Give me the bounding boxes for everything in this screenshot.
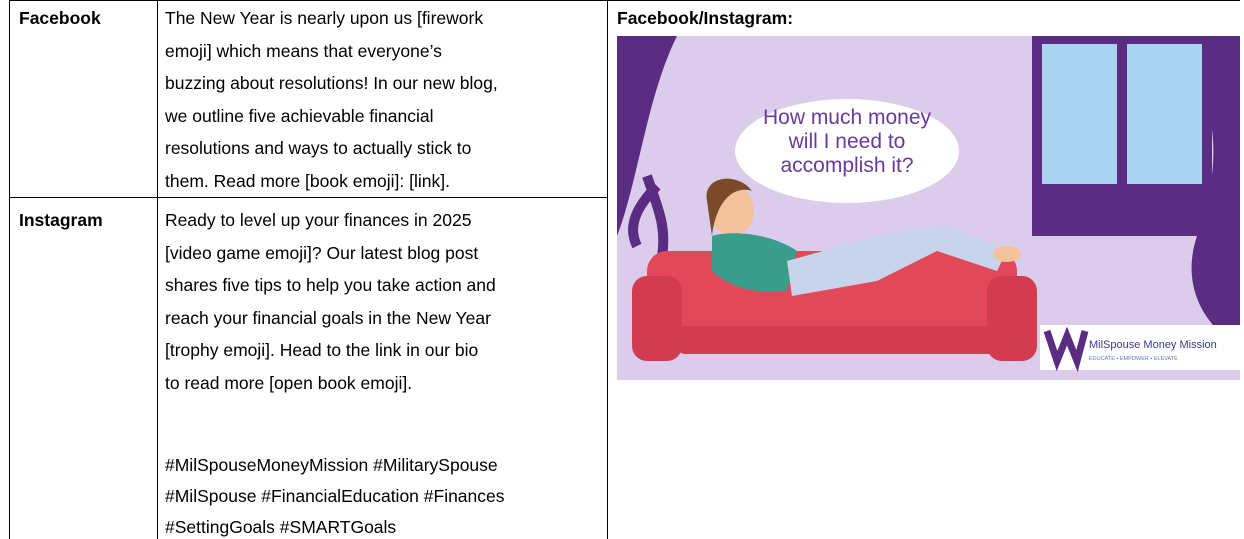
border <box>9 197 607 198</box>
post-text-line: resolutions and ways to actually stick t… <box>165 138 472 158</box>
post-text-line: to read more [open book emoji]. <box>165 372 413 393</box>
platform-label: Instagram <box>19 210 103 230</box>
image-header: Facebook/Instagram: <box>617 8 794 28</box>
bubble-line: accomplish it? <box>780 154 913 177</box>
logo-tagline: EDUCATE • EMPOWER • ELEVATE <box>1089 356 1178 362</box>
border <box>607 0 608 539</box>
hashtag-line: #SettingGoals #SMARTGoals <box>165 517 397 537</box>
bubble-line: How much money <box>763 106 932 129</box>
post-text-line: [trophy emoji]. Head to the link in our … <box>165 340 479 360</box>
speech-bubble: How much money will I need to accomplish i… <box>763 106 932 177</box>
post-text-line: them. Read more [book emoji]: [link]. <box>165 170 450 191</box>
hashtag-line: #MilSpouse #FinancialEducation #Finances <box>165 486 505 506</box>
border <box>9 0 10 539</box>
post-text-line: emoji] which means that everyone’s <box>165 40 442 61</box>
post-text-line: Ready to level up your finances in 2025 <box>165 210 472 230</box>
border <box>9 0 1240 1</box>
post-text-line: we outline five achievable financial <box>165 105 434 126</box>
post-text-line: buzzing about resolutions! In our new bl… <box>165 73 498 93</box>
platform-label: Facebook <box>19 8 101 28</box>
illustration: How much money will I need to accomplish i… <box>617 36 1240 380</box>
logo-name: MilSpouse Money Mission <box>1089 339 1217 351</box>
border <box>157 0 158 539</box>
bubble-line: will I need to <box>788 130 906 153</box>
hashtag-line: #MilSpouseMoneyMission #MilitarySpouse <box>165 455 498 475</box>
post-text-line: reach your financial goals in the New Ye… <box>165 307 491 328</box>
post-text-line: [video game emoji]? Our latest blog post <box>165 242 479 263</box>
post-text-line: The New Year is nearly upon us [firework <box>165 8 484 28</box>
post-text-line: shares five tips to help you take action… <box>165 275 496 295</box>
